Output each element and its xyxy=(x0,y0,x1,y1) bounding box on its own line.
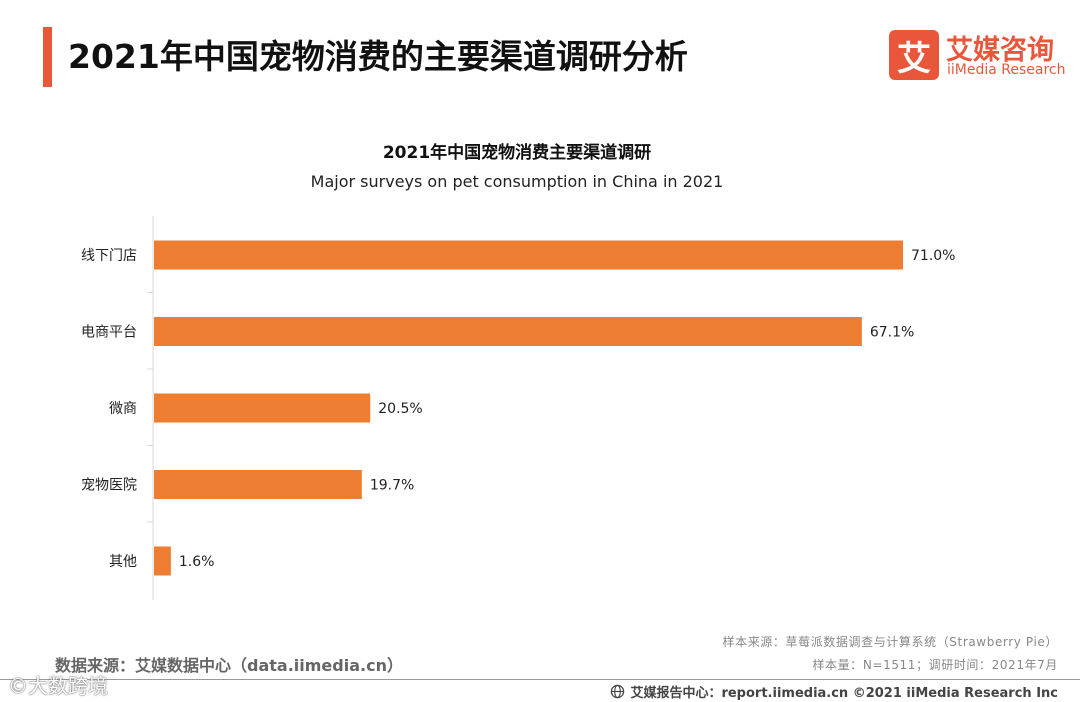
bar xyxy=(154,240,903,270)
bar xyxy=(154,393,371,423)
category-label: 电商平台 xyxy=(81,325,137,341)
brand-logo: 艾 艾媒咨询 iiMedia Research xyxy=(889,30,1069,84)
category-label: 其他 xyxy=(109,554,137,570)
copyright-text: 艾媒报告中心：report.iimedia.cn ©2021 iiMedia R… xyxy=(630,686,1058,701)
page-title: 2021年中国宠物消费的主要渠道调研分析 xyxy=(68,37,688,76)
logo-mark: 艾 xyxy=(889,30,939,80)
chart-title: 2021年中国宠物消费主要渠道调研 xyxy=(382,143,652,163)
data-label: 71.0% xyxy=(911,248,955,264)
data-label: 19.7% xyxy=(370,478,414,494)
category-label: 线下门店 xyxy=(81,248,137,264)
title-accent-bar xyxy=(43,27,52,87)
category-label: 宠物医院 xyxy=(81,478,137,494)
data-label: 20.5% xyxy=(378,401,422,417)
logo-name-en: iiMedia Research xyxy=(947,62,1066,78)
data-label: 1.6% xyxy=(179,554,215,570)
footer-divider xyxy=(0,679,1080,680)
data-source-note: 数据来源：艾媒数据中心（data.iimedia.cn） xyxy=(55,656,403,675)
sample-size-note: 样本量：N=1511；调研时间：2021年7月 xyxy=(812,658,1058,672)
copyright-bar: 艾媒报告中心：report.iimedia.cn ©2021 iiMedia R… xyxy=(610,682,1058,701)
data-label: 67.1% xyxy=(870,325,914,341)
logo-name-cn: 艾媒咨询 xyxy=(946,35,1054,66)
watermark: ©大数跨境 xyxy=(8,674,108,698)
bar xyxy=(154,470,362,499)
bar xyxy=(154,546,171,576)
globe-icon xyxy=(611,684,625,699)
chart-subtitle: Major surveys on pet consumption in Chin… xyxy=(310,172,724,191)
category-label: 微商 xyxy=(109,401,137,417)
sample-source-note: 样本来源：草莓派数据调查与计算系统（Strawberry Pie） xyxy=(722,635,1058,649)
bar xyxy=(154,317,862,346)
